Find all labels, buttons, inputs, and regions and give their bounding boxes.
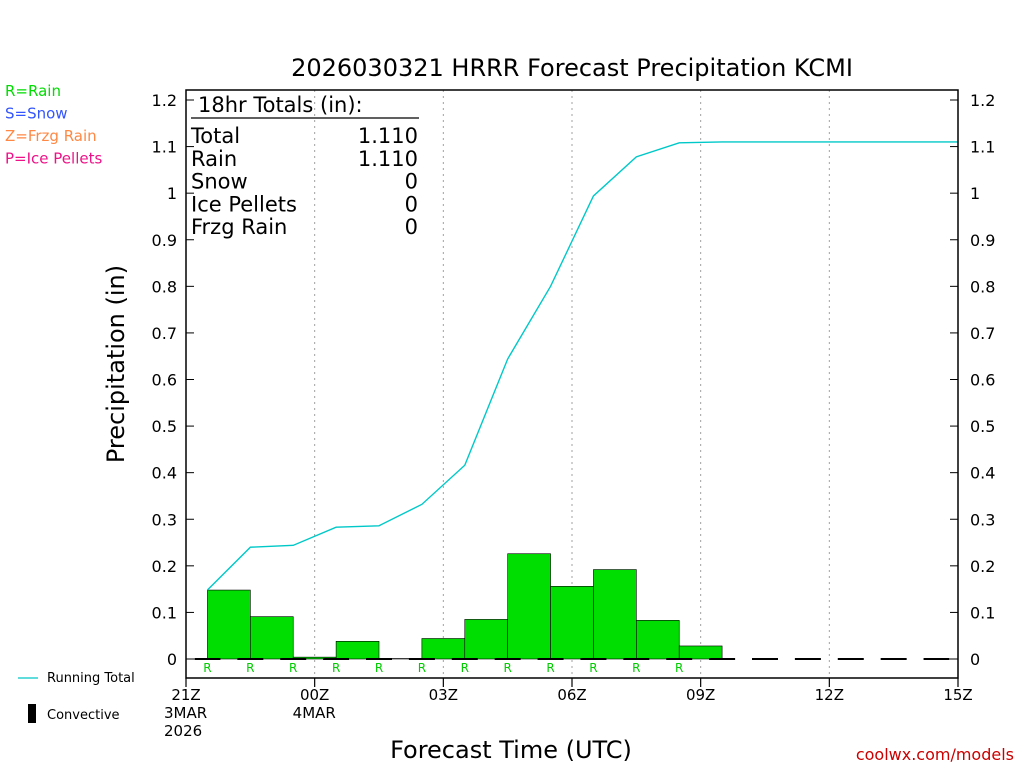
totals-row-label: Total	[190, 124, 240, 148]
x-tick-label: 09Z	[686, 686, 715, 704]
running-total-series	[206, 141, 958, 591]
ptype-label: R	[289, 661, 297, 675]
y-tick-label-right: 0.3	[970, 510, 995, 529]
convective-legend-label: Convective	[47, 708, 120, 723]
y-tick-label-right: 0.5	[970, 417, 995, 436]
y-tick-label-right: 0.2	[970, 557, 995, 576]
y-tick-label: 1.2	[152, 91, 177, 110]
y-tick-label-right: 0.6	[970, 371, 995, 390]
y-tick-label-right: 0.7	[970, 324, 995, 343]
y-tick-label: 0	[167, 650, 177, 669]
y-tick-label: 0.8	[152, 277, 177, 296]
y-tick-label: 0.7	[152, 324, 177, 343]
ptype-legend-item: S=Snow	[5, 105, 68, 123]
ptype-label: R	[461, 661, 469, 675]
y-tick-label: 0.2	[152, 557, 177, 576]
precip-bar	[507, 553, 551, 660]
totals-row-label: Rain	[191, 147, 237, 171]
y-tick-label: 0.3	[152, 510, 177, 529]
ptype-label: R	[503, 661, 511, 675]
x-tick-label: 03Z	[429, 686, 458, 704]
totals-row-label: Snow	[191, 170, 248, 194]
x-axis-label: Forecast Time (UTC)	[390, 736, 632, 764]
y-tick-label-right: 1.1	[970, 138, 995, 157]
ptype-label: R	[332, 661, 340, 675]
running-total-legend-label: Running Total	[47, 671, 135, 686]
y-axis-left: 0 0.1 0.2 0.3 0.4 0.5 0.6 0.7 0.8 0.9 1 1.1 1.2	[152, 91, 194, 669]
ptype-label: R	[632, 661, 640, 675]
ptype-legend-item: P=Ice Pellets	[5, 150, 102, 168]
ptype-label: R	[546, 661, 554, 675]
y-axis-label: Precipitation (in)	[102, 265, 130, 463]
totals-row-label: Frzg Rain	[191, 215, 287, 239]
credit-text: coolwx.com/models	[856, 745, 1014, 764]
ptype-legend-item: R=Rain	[5, 82, 61, 100]
x-tick-label: 4MAR	[293, 704, 336, 722]
y-tick-label-right: 0.4	[970, 464, 995, 483]
precip-bar	[250, 616, 294, 660]
precip-bar	[464, 619, 508, 660]
precip-bar	[593, 569, 637, 660]
precip-bar	[636, 620, 680, 660]
x-tick-label: 21Z	[171, 686, 200, 704]
y-tick-label-right: 0.1	[970, 603, 995, 622]
totals-row-value: 1.110	[358, 124, 418, 148]
y-tick-label: 1	[167, 184, 177, 203]
y-tick-label: 0.1	[152, 603, 177, 622]
y-tick-label-right: 1	[970, 184, 980, 203]
x-tick-label: 06Z	[557, 686, 586, 704]
totals-row-label: Ice Pellets	[191, 192, 297, 216]
running-total-line	[206, 141, 958, 591]
x-tick-label: 00Z	[300, 686, 329, 704]
x-tick-label: 15Z	[943, 686, 972, 704]
ptype-legend-item: Z=Frzg Rain	[5, 127, 97, 145]
y-tick-label: 1.1	[152, 138, 177, 157]
ptype-label: R	[675, 661, 683, 675]
ptype-label: R	[375, 661, 383, 675]
ptype-label: R	[203, 661, 211, 675]
y-axis-right: 0 0.1 0.2 0.3 0.4 0.5 0.6 0.7 0.8 0.9 1 1.1 1.2	[950, 91, 995, 669]
grid-lines	[314, 90, 830, 678]
y-tick-label: 0.5	[152, 417, 177, 436]
x-tick-label: 3MAR	[164, 704, 207, 722]
ptype-label: R	[418, 661, 426, 675]
y-tick-label-right: 0	[970, 650, 980, 669]
totals-box: 18hr Totals (in): Total 1.110 Rain 1.110 Sno…	[190, 93, 419, 239]
precip-bar	[678, 645, 723, 660]
y-tick-label: 0.9	[152, 231, 177, 250]
bar-series	[207, 553, 723, 660]
x-tick-label: 2026	[164, 722, 202, 740]
y-tick-label-right: 0.8	[970, 277, 995, 296]
totals-row-value: 1.110	[358, 147, 418, 171]
precip-bar	[421, 638, 466, 660]
ptype-label: R	[246, 661, 254, 675]
ptype-label: R	[589, 661, 597, 675]
totals-header: 18hr Totals (in):	[198, 93, 363, 117]
precip-bar	[207, 589, 251, 660]
series-legend: Running Total Convective	[18, 671, 135, 723]
y-tick-label: 0.4	[152, 464, 177, 483]
convective-legend-swatch	[28, 704, 36, 723]
ptype-legend: R=Rain S=Snow Z=Frzg Rain P=Ice Pellets	[5, 82, 102, 168]
y-tick-label-right: 1.2	[970, 91, 995, 110]
totals-row-value: 0	[405, 192, 418, 216]
x-tick-label: 12Z	[815, 686, 844, 704]
chart-title: 2026030321 HRRR Forecast Precipitation K…	[291, 54, 853, 82]
y-tick-label: 0.6	[152, 371, 177, 390]
precip-bar	[550, 586, 594, 660]
y-tick-label-right: 0.9	[970, 231, 995, 250]
precip-bar	[335, 640, 380, 660]
totals-row-value: 0	[405, 215, 418, 239]
totals-row-value: 0	[405, 170, 418, 194]
